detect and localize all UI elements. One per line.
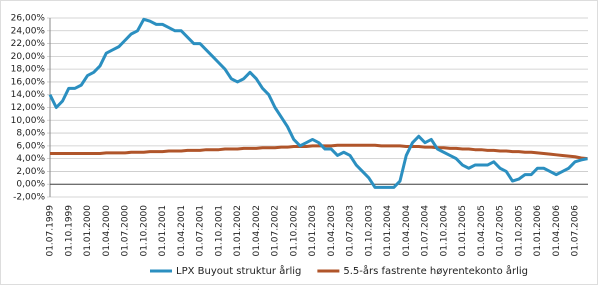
- y-tick-label: 6,00%: [16, 141, 45, 151]
- x-tick-label: 01.07.2000: [121, 205, 131, 257]
- x-tick-label: 01.04.2002: [252, 205, 262, 257]
- x-tick-label: 01.07.2002: [271, 205, 281, 257]
- x-tick-label: 01.07.1999: [46, 205, 56, 257]
- legend-label: 5.5-års fastrente høyrentekonto årlig: [343, 264, 528, 277]
- x-tick-label: 01.10.1999: [64, 205, 74, 257]
- x-tick-label: 01.04.2004: [402, 205, 412, 257]
- x-tick-label: 01.07.2003: [346, 205, 356, 257]
- x-tick-label: 01.07.2004: [421, 205, 431, 257]
- legend: LPX Buyout struktur årlig 5.5-års fastren…: [150, 264, 528, 277]
- x-tick-label: 01.10.2003: [364, 205, 374, 257]
- legend-label: LPX Buyout struktur årlig: [176, 264, 301, 277]
- x-tick-label: 01.04.2006: [552, 205, 562, 257]
- x-tick-label: 01.10.2002: [289, 205, 299, 257]
- x-tick-label: 01.04.2001: [177, 205, 187, 257]
- x-tick-label: 01.01.2006: [533, 205, 543, 257]
- y-tick-label: 14,00%: [11, 90, 46, 100]
- y-tick-label: 16,00%: [11, 77, 46, 87]
- series-line: [48, 17, 588, 189]
- y-tick-label: -2,00%: [13, 193, 45, 203]
- y-tick-label: 2,00%: [16, 167, 45, 177]
- y-tick-label: 4,00%: [16, 154, 45, 164]
- x-tick-label: 01.01.2005: [458, 205, 468, 257]
- x-tick-label: 01.10.2004: [439, 205, 449, 257]
- y-tick-label: 10,00%: [11, 116, 46, 126]
- x-tick-label: 01.01.2003: [308, 205, 318, 257]
- x-tick-label: 01.07.2006: [571, 205, 581, 257]
- y-tick-label: 26,00%: [11, 14, 46, 24]
- y-tick-label: 8,00%: [16, 129, 45, 139]
- x-tick-label: 01.01.2002: [233, 205, 243, 257]
- x-tick-label: 01.04.2003: [327, 205, 337, 257]
- y-tick-label: 24,00%: [11, 26, 46, 36]
- y-tick-label: 12,00%: [11, 103, 46, 113]
- x-tick-label: 01.04.2005: [477, 205, 487, 257]
- x-tick-label: 01.04.2000: [102, 205, 112, 257]
- y-tick-label: 0,00%: [16, 180, 45, 190]
- x-tick-label: 01.07.2005: [496, 205, 506, 257]
- x-tick-label: 01.01.2000: [83, 205, 93, 257]
- x-tick-label: 01.10.2005: [514, 205, 524, 257]
- y-tick-label: 22,00%: [11, 39, 46, 49]
- series-line: [50, 143, 588, 161]
- y-tick-label: 20,00%: [11, 52, 46, 62]
- y-tick-label: 18,00%: [11, 65, 46, 75]
- x-tick-label: 01.01.2001: [158, 205, 168, 257]
- x-tick-label: 01.10.2001: [214, 205, 224, 257]
- x-tick-label: 01.10.2000: [139, 205, 149, 257]
- x-tick-label: 01.07.2001: [196, 205, 206, 257]
- x-tick-label: 01.01.2004: [383, 205, 393, 257]
